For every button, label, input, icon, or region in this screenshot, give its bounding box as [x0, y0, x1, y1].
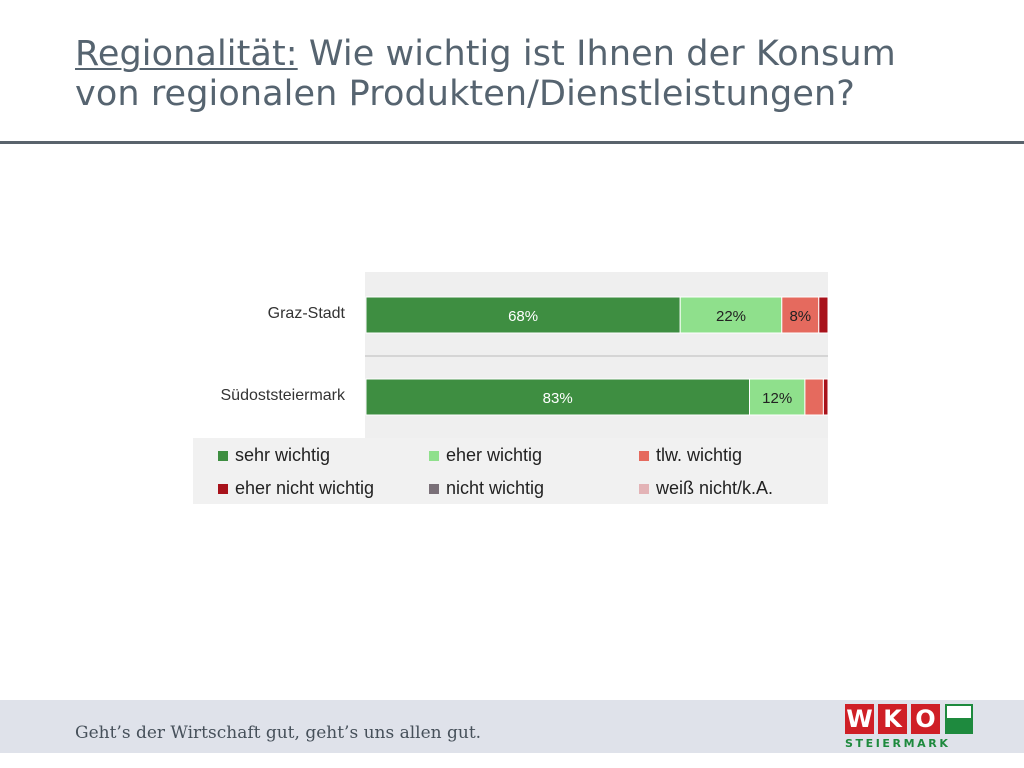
legend-label: tlw. wichtig	[656, 445, 743, 465]
legend-swatch-eher-wichtig	[429, 450, 439, 461]
legend-item-tlw-wichtig: tlw. wichtig	[639, 445, 742, 466]
bar-s-doststeiermark-eher-nicht-wichtig	[822, 378, 829, 416]
category-label-graz-stadt: Graz-Stadt	[267, 305, 345, 322]
legend-label: eher nicht wichtig	[235, 478, 375, 498]
legend-swatch-nicht-wichtig	[429, 483, 439, 494]
legend-item-eher-nicht-wichtig: eher nicht wichtig	[218, 478, 374, 499]
logo-letter-w: W	[845, 704, 874, 734]
legend-label: sehr wichtig	[235, 445, 331, 465]
bar-s-doststeiermark-sehr-wichtig	[365, 378, 750, 416]
legend-swatch-sehr-wichtig	[218, 450, 228, 461]
legend-swatch-weiss-nicht	[639, 483, 649, 494]
logo-flag-white	[945, 704, 973, 720]
legend-swatch-tlw-wichtig	[639, 450, 649, 461]
data-label-s-doststeiermark-sehr-wichtig: 83%	[543, 390, 573, 407]
footer-slogan: Geht’s der Wirtschaft gut, geht’s uns al…	[75, 723, 482, 743]
title-line1-rest: Wie wichtig ist Ihnen der Konsum	[297, 34, 896, 74]
data-label-graz-stadt-sehr-wichtig: 68%	[508, 308, 538, 325]
bar-graz-stadt-sehr-wichtig	[365, 296, 681, 334]
title-divider	[0, 141, 1024, 144]
bar-graz-stadt-eher-wichtig	[679, 296, 783, 334]
legend-item-sehr-wichtig: sehr wichtig	[218, 445, 330, 466]
wko-logo: W K O STEIERMARK	[845, 704, 973, 750]
legend-label: nicht wichtig	[446, 478, 545, 498]
bar-s-doststeiermark-tlw-wichtig	[804, 378, 824, 416]
data-label-graz-stadt-eher-wichtig: 22%	[716, 308, 746, 325]
chart-row-separator	[365, 355, 828, 357]
page-title: Regionalität: Wie wichtig ist Ihnen der …	[75, 34, 1005, 114]
bar-s-doststeiermark-eher-wichtig	[749, 378, 806, 416]
logo-subtitle: STEIERMARK	[845, 737, 951, 750]
bar-graz-stadt-eher-nicht-wichtig	[818, 296, 829, 334]
legend-swatch-eher-nicht-wichtig	[218, 483, 228, 494]
title-keyword: Regionalität:	[75, 34, 298, 74]
legend-item-weiss-nicht: weiß nicht/k.A.	[639, 478, 773, 499]
legend-label: eher wichtig	[446, 445, 543, 465]
legend-item-eher-wichtig: eher wichtig	[429, 445, 542, 466]
data-label-s-doststeiermark-eher-wichtig: 12%	[762, 390, 792, 407]
chart-legend: sehr wichtig eher wichtig tlw. wichtig e…	[193, 438, 828, 504]
title-line2: von regionalen Produkten/Dienstleistunge…	[75, 74, 855, 114]
legend-label: weiß nicht/k.A.	[656, 478, 774, 498]
logo-letter-o: O	[911, 704, 940, 734]
legend-item-nicht-wichtig: nicht wichtig	[429, 478, 544, 499]
bar-graz-stadt-tlw-wichtig	[781, 296, 820, 334]
category-label-suedoststeiermark: Südoststeiermark	[220, 387, 346, 404]
data-label-graz-stadt-tlw-wichtig: 8%	[789, 308, 811, 325]
logo-letter-k: K	[878, 704, 907, 734]
logo-flag-green	[945, 720, 973, 734]
